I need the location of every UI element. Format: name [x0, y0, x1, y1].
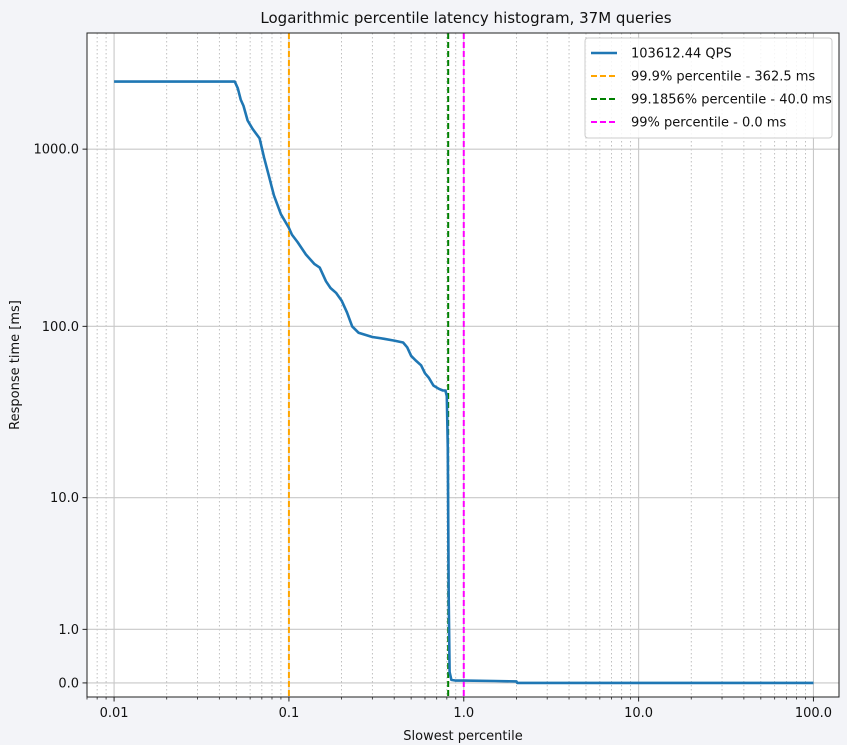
chart-title: Logarithmic percentile latency histogram…: [260, 9, 671, 27]
x-tick-label: 100.0: [795, 706, 832, 721]
x-tick-label: 0.01: [100, 706, 129, 721]
legend: 103612.44 QPS 99.9% percentile - 362.5 ms…: [584, 37, 833, 139]
y-tick-label: 0.0: [58, 676, 79, 691]
grid: [86, 33, 839, 697]
latency-series-line: [114, 80, 814, 685]
legend-entry: 99.1856% percentile - 40.0 ms: [631, 93, 832, 108]
axes-frame: [86, 32, 840, 698]
y-tick-label: 100.0: [42, 320, 79, 335]
y-tick-label: 1.0: [58, 623, 79, 638]
legend-entry: 99.9% percentile - 362.5 ms: [631, 70, 815, 85]
x-tick-label: 1.0: [453, 706, 474, 721]
x-axis-label: Slowest percentile: [403, 729, 522, 744]
x-tick-label: 0.1: [279, 706, 300, 721]
legend-entry: 99% percentile - 0.0 ms: [631, 116, 786, 131]
y-axis-ticks: 0.0 1.0 10.0 100.0 1000.0: [34, 143, 87, 691]
x-tick-label: 10.0: [624, 706, 653, 721]
y-tick-label: 1000.0: [34, 143, 80, 158]
y-tick-label: 10.0: [50, 491, 79, 506]
legend-box: [584, 37, 833, 139]
x-axis-ticks: 0.01 0.1 1.0 10.0 100.0: [86, 697, 832, 721]
legend-entry: 103612.44 QPS: [631, 47, 732, 62]
plot-frame: [86, 32, 840, 698]
y-axis-label: Response time [ms]: [8, 300, 23, 430]
series-layer: [114, 33, 814, 697]
